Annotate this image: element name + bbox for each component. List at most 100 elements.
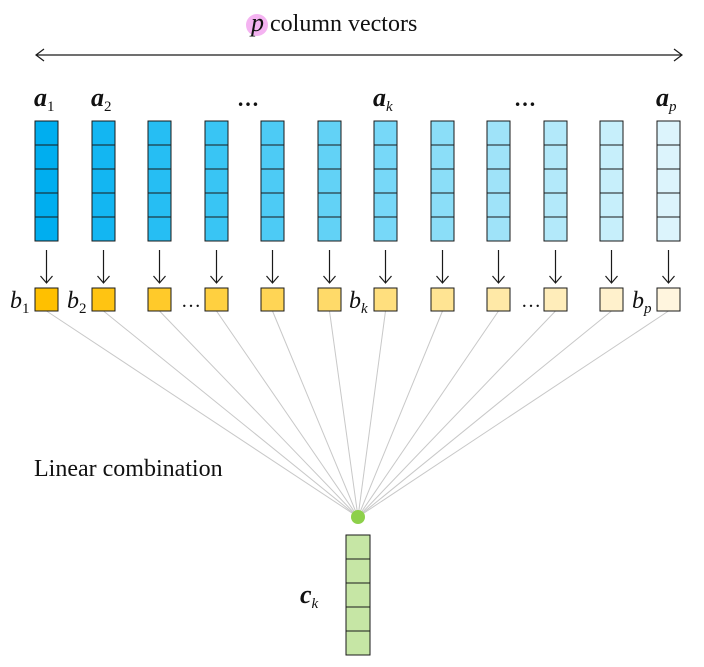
down-arrowhead <box>436 275 449 284</box>
arrowhead-right <box>673 48 683 62</box>
coefficient-box <box>91 287 116 312</box>
column-vector <box>317 120 342 242</box>
vector-cell <box>260 216 285 242</box>
vector-cell <box>260 192 285 218</box>
vector-cell <box>147 216 172 242</box>
column-vector <box>599 120 624 242</box>
vector-label: ap <box>656 83 677 115</box>
down-arrowhead <box>605 275 618 284</box>
down-arrowhead <box>379 275 392 284</box>
column-vector <box>543 120 568 242</box>
output-label: ck <box>300 580 319 612</box>
vector-cell <box>599 192 624 218</box>
vector-cell <box>34 192 59 218</box>
vector-cell <box>543 216 568 242</box>
vector-cell <box>317 120 342 146</box>
vector-cell <box>373 216 398 242</box>
span-arrow <box>35 48 683 62</box>
vector-cell <box>599 168 624 194</box>
vector-cell <box>317 168 342 194</box>
down-arrowhead <box>266 275 279 284</box>
connection-line <box>46 310 359 518</box>
vector-cell <box>204 192 229 218</box>
column-vector <box>34 120 59 242</box>
header-text: column vectors <box>270 11 417 37</box>
vector-cell <box>486 144 511 170</box>
column-vectors: a1 a2 ak ap <box>34 83 681 242</box>
vector-cell <box>656 168 681 194</box>
coefficient-box <box>486 287 511 312</box>
vector-cell <box>599 144 624 170</box>
vector-cell <box>34 120 59 146</box>
connection-line <box>103 310 359 518</box>
coefficient-box <box>599 287 624 312</box>
coefficient-box <box>373 287 398 312</box>
vector-cell <box>543 120 568 146</box>
connection-line <box>357 310 556 518</box>
vector-cell <box>147 120 172 146</box>
connection-line <box>357 310 386 518</box>
vector-cell <box>543 168 568 194</box>
vector-cell <box>543 144 568 170</box>
vector-cell <box>599 216 624 242</box>
vector-cell <box>317 144 342 170</box>
vector-cell <box>260 168 285 194</box>
down-arrowhead <box>210 275 223 284</box>
column-vector <box>486 120 511 242</box>
coef-ellipsis-2: … <box>521 290 541 312</box>
output-cell <box>345 558 371 584</box>
vector-cell <box>656 120 681 146</box>
coefficient-label: bk <box>349 288 368 317</box>
vector-cell <box>260 144 285 170</box>
vector-cell <box>373 192 398 218</box>
vector-cell <box>486 120 511 146</box>
coefficient-boxes: b1 b2 bk bp <box>10 287 681 317</box>
down-arrowhead <box>549 275 562 284</box>
connection-line <box>357 310 499 518</box>
vector-cell <box>91 120 116 146</box>
vector-cell <box>204 144 229 170</box>
coefficient-box <box>147 287 172 312</box>
vector-cell <box>34 216 59 242</box>
connection-line <box>216 310 359 518</box>
down-arrowhead <box>97 275 110 284</box>
column-vector <box>91 120 116 242</box>
vector-label: a2 <box>91 83 112 115</box>
coefficient-box <box>543 287 568 312</box>
vector-cell <box>656 216 681 242</box>
vector-cell <box>599 120 624 146</box>
coefficient-label: bp <box>632 288 652 317</box>
vector-cell <box>34 144 59 170</box>
coefficient-label: b1 <box>10 288 30 317</box>
connection-line <box>272 310 359 518</box>
vector-cell <box>486 192 511 218</box>
header: p column vectors <box>246 8 417 37</box>
coefficient-box <box>317 287 342 312</box>
vector-cell <box>656 192 681 218</box>
down-arrowhead <box>492 275 505 284</box>
vector-cell <box>430 216 455 242</box>
symbol-highlight <box>246 14 268 36</box>
output-cell <box>345 582 371 608</box>
vector-cell <box>430 144 455 170</box>
arrowhead-left <box>35 48 45 62</box>
vector-cell <box>34 168 59 194</box>
coefficient-box <box>204 287 229 312</box>
connection-lines <box>46 310 669 518</box>
vector-cell <box>373 120 398 146</box>
vector-label: ak <box>373 83 393 115</box>
top-ellipsis-2: … <box>514 86 536 111</box>
coefficient-label: b2 <box>67 288 87 317</box>
vector-cell <box>373 168 398 194</box>
top-ellipsis-1: … <box>237 86 259 111</box>
column-vector <box>147 120 172 242</box>
down-arrowhead <box>323 275 336 284</box>
connection-line <box>357 310 612 518</box>
connection-line <box>357 310 669 518</box>
vector-cell <box>147 168 172 194</box>
output-cell <box>345 630 371 656</box>
vector-cell <box>486 216 511 242</box>
connection-line <box>329 310 359 518</box>
